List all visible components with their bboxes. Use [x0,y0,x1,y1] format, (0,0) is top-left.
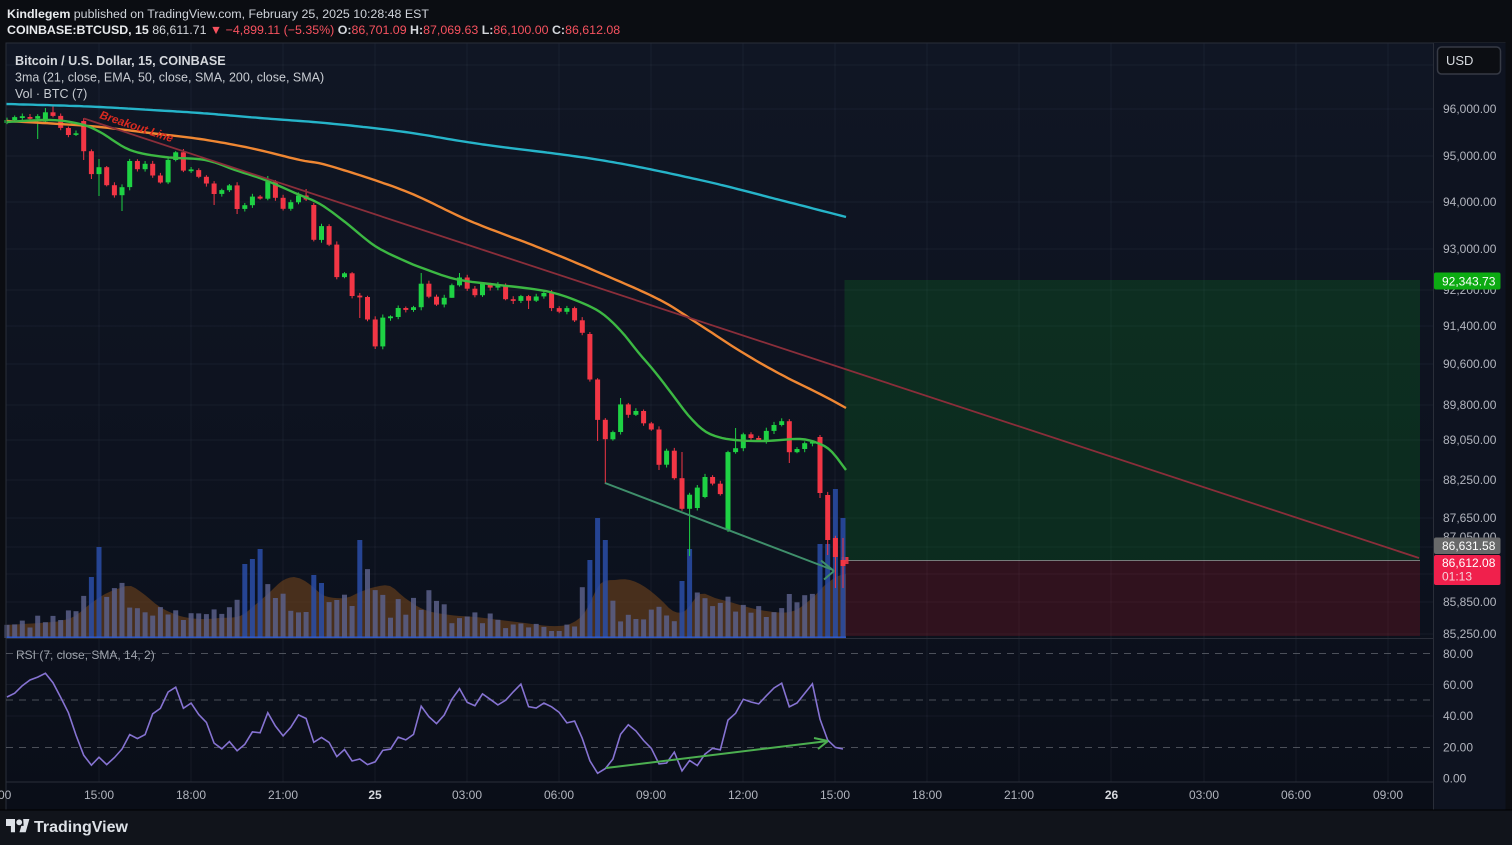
svg-text:87,650.00: 87,650.00 [1443,511,1497,525]
svg-text::00: :00 [0,788,12,802]
svg-text:09:00: 09:00 [636,788,666,802]
svg-text:92,343.73: 92,343.73 [1442,275,1496,289]
svg-text:86,631.58: 86,631.58 [1442,539,1496,553]
svg-text:88,250.00: 88,250.00 [1443,473,1497,487]
svg-text:COINBASE:BTCUSD, 15 86,611.71: COINBASE:BTCUSD, 15 86,611.71 ▼ −4,899.1… [7,23,620,37]
svg-text:12:00: 12:00 [728,788,758,802]
svg-text:09:00: 09:00 [1373,788,1403,802]
svg-text:15:00: 15:00 [820,788,850,802]
svg-text:96,000.00: 96,000.00 [1443,102,1497,116]
svg-text:60.00: 60.00 [1443,678,1473,692]
svg-text:93,000.00: 93,000.00 [1443,242,1497,256]
svg-text:26: 26 [1105,788,1119,802]
svg-text:89,800.00: 89,800.00 [1443,398,1497,412]
svg-text:85,250.00: 85,250.00 [1443,627,1497,641]
svg-text:40.00: 40.00 [1443,709,1473,723]
svg-text:85,850.00: 85,850.00 [1443,595,1497,609]
svg-text:20.00: 20.00 [1443,741,1473,755]
svg-text:21:00: 21:00 [268,788,298,802]
svg-text:Vol · BTC (7): Vol · BTC (7) [15,87,87,101]
svg-text:25: 25 [368,788,382,802]
svg-text:0.00: 0.00 [1443,772,1467,786]
svg-text:03:00: 03:00 [1189,788,1219,802]
svg-text:15:00: 15:00 [84,788,114,802]
svg-text:95,000.00: 95,000.00 [1443,149,1497,163]
svg-text:89,050.00: 89,050.00 [1443,433,1497,447]
svg-text:86,612.08: 86,612.08 [1442,556,1496,570]
svg-text:06:00: 06:00 [1281,788,1311,802]
svg-text:TradingView: TradingView [34,819,129,836]
svg-text:01:13: 01:13 [1442,570,1472,584]
svg-text:18:00: 18:00 [912,788,942,802]
svg-text:06:00: 06:00 [544,788,574,802]
svg-text:3ma (21, close, EMA, 50, close: 3ma (21, close, EMA, 50, close, SMA, 200… [15,71,324,85]
svg-text:RSI (7, close, SMA, 14, 2): RSI (7, close, SMA, 14, 2) [16,648,155,662]
svg-text:91,400.00: 91,400.00 [1443,319,1497,333]
svg-text:18:00: 18:00 [176,788,206,802]
svg-text:USD: USD [1446,53,1473,68]
svg-text:90,600.00: 90,600.00 [1443,357,1497,371]
svg-text:80.00: 80.00 [1443,647,1473,661]
svg-text:03:00: 03:00 [452,788,482,802]
svg-text:Bitcoin / U.S. Dollar, 15, COI: Bitcoin / U.S. Dollar, 15, COINBASE [15,54,226,68]
svg-text:21:00: 21:00 [1004,788,1034,802]
svg-text:94,000.00: 94,000.00 [1443,195,1497,209]
svg-text:Kindlegem published on Trading: Kindlegem published on TradingView.com, … [7,7,429,21]
